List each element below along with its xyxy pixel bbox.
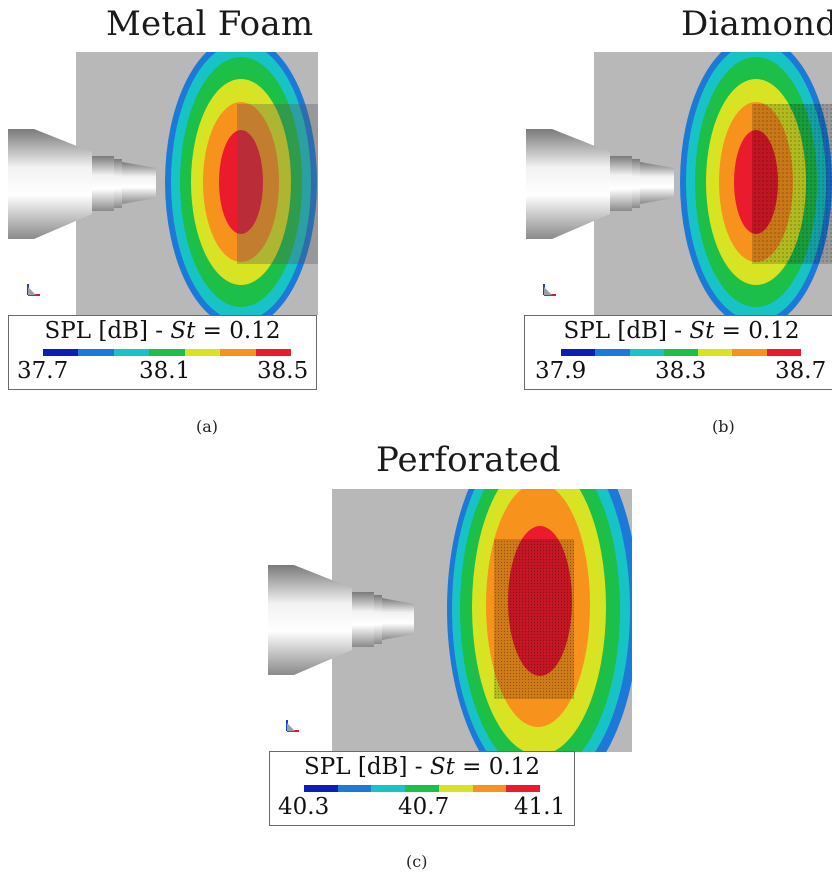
color-band [371,785,406,792]
color-band [595,349,630,356]
panel-b-caption: (b) [712,417,735,436]
color-band [304,785,338,792]
porous-region-overlay [752,104,832,264]
panel-a-caption: (a) [196,417,219,436]
color-band [561,349,596,356]
colorbar [304,785,541,792]
axis-triad-icon [286,720,299,732]
nozzle [268,565,414,675]
panel-a-spl-contour-plot [8,52,318,315]
legend-tick-max: 41.1 [514,794,566,820]
panel-c-caption: (c) [406,852,428,871]
colorbar [43,349,291,356]
legend-title: SPL [dB] - St = 0.12 [44,318,281,344]
panel-c-title: Perforated [376,440,561,480]
color-band [149,349,185,356]
color-band [405,785,439,792]
panel-a-colorbar-legend: SPL [dB] - St = 0.12 37.7 38.1 38.5 [8,315,317,390]
legend-tick-min: 37.7 [17,358,69,384]
axis-triad-icon [543,284,556,296]
porous-region-overlay [494,539,574,699]
color-band [78,349,114,356]
color-band [663,349,699,356]
legend-tick-mid: 38.3 [655,358,707,384]
color-band [337,785,372,792]
color-band [43,349,79,356]
color-band [506,785,541,792]
legend-tick-min: 40.3 [278,794,330,820]
panel-a-title: Metal Foam [106,4,314,44]
color-band [766,349,801,356]
panel-b-spl-contour-plot [526,52,832,315]
legend-tick-max: 38.5 [257,358,309,384]
color-band [732,349,767,356]
legend-title: SPL [dB] - St = 0.12 [563,318,800,344]
panel-c-spl-contour-plot [268,489,632,752]
nozzle [526,129,674,239]
legend-tick-min: 37.9 [535,358,587,384]
color-band [472,785,507,792]
color-band [698,349,733,356]
legend-tick-mid: 38.1 [139,358,191,384]
color-band [629,349,664,356]
panel-c-colorbar-legend: SPL [dB] - St = 0.12 40.3 40.7 41.1 [269,751,575,826]
color-band [184,349,221,356]
color-band [113,349,150,356]
axis-triad-icon [27,284,40,296]
legend-tick-max: 38.7 [775,358,827,384]
panel-b-title: Diamond [681,4,832,44]
legend-tick-mid: 40.7 [398,794,450,820]
color-band [438,785,473,792]
contour-level-6 [219,130,263,234]
color-band [255,349,291,356]
nozzle [8,129,156,239]
porous-region-overlay [237,104,318,264]
panel-b-colorbar-legend: SPL [dB] - St = 0.12 37.9 38.3 38.7 [524,315,832,390]
color-band [220,349,256,356]
colorbar [561,349,801,356]
legend-title: SPL [dB] - St = 0.12 [304,754,540,780]
